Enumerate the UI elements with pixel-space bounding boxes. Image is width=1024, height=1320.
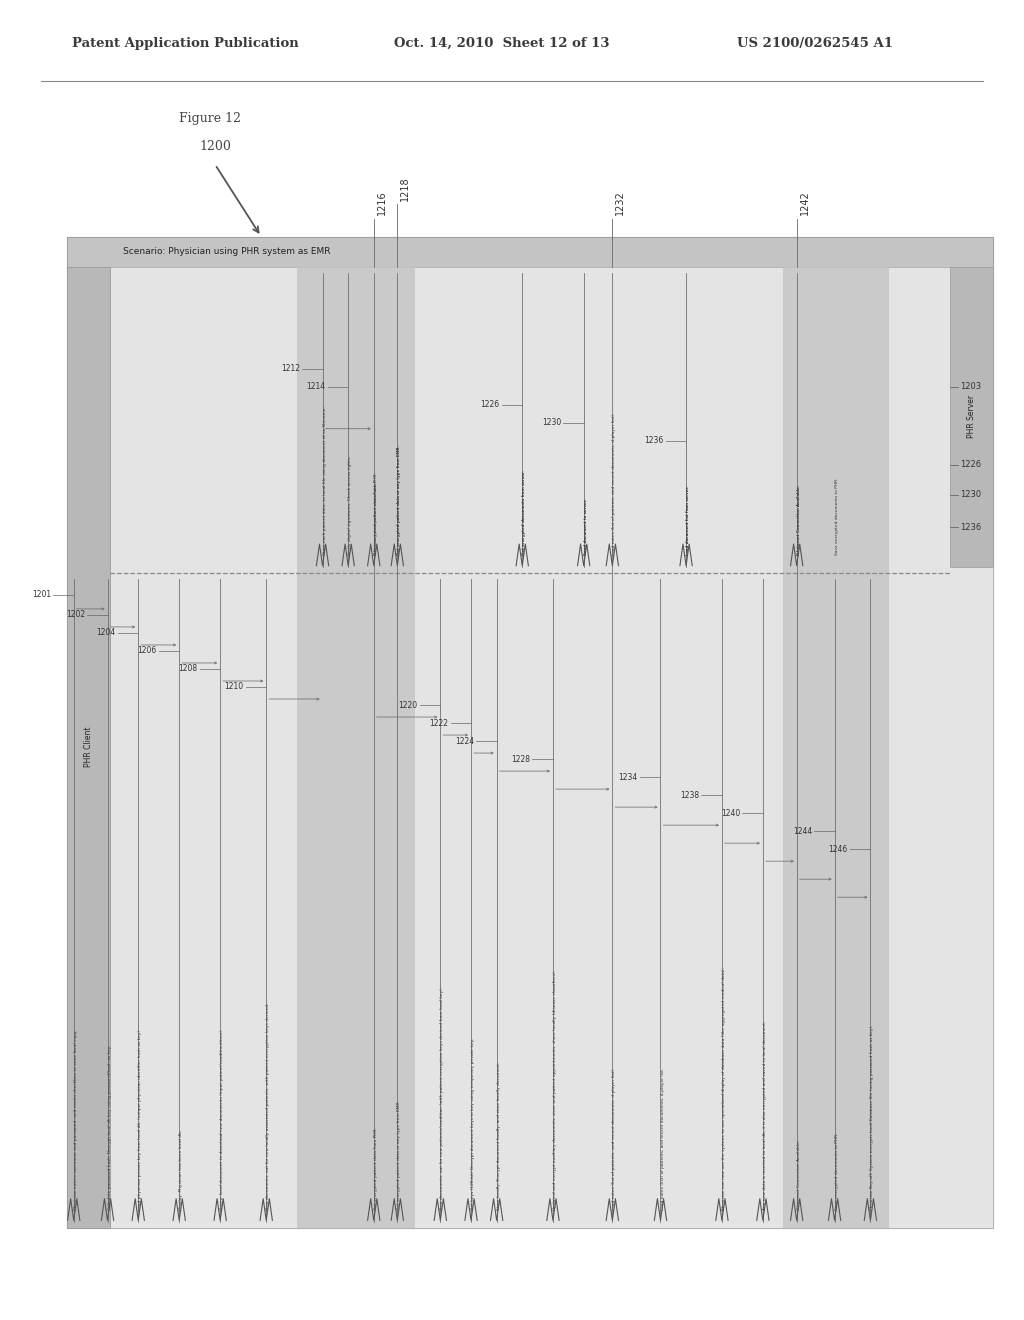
Text: Get encrypted patient data from PHR.: Get encrypted patient data from PHR. bbox=[374, 1127, 378, 1209]
Text: 1202: 1202 bbox=[66, 610, 85, 619]
Text: If Internet Connection Available:: If Internet Connection Available: bbox=[797, 484, 801, 554]
Text: Display: Physician has been local db.: Display: Physician has been local db. bbox=[179, 1130, 183, 1209]
Text: If Internet Connection Available:: If Internet Connection Available: bbox=[797, 484, 801, 554]
Text: 1200: 1200 bbox=[200, 140, 231, 153]
Text: Get encrypted patient data or any type from EMR.: Get encrypted patient data or any type f… bbox=[397, 1100, 401, 1209]
Text: Get encrypted documents from server.: Get encrypted documents from server. bbox=[522, 470, 526, 554]
Text: 1210: 1210 bbox=[224, 682, 244, 692]
Text: 1236: 1236 bbox=[961, 523, 982, 532]
Text: Send document to server.: Send document to server. bbox=[584, 499, 588, 554]
Text: Physician Key-off: System encrypts local Database file (using password hash as k: Physician Key-off: System encrypts local… bbox=[870, 1024, 874, 1209]
Text: 1232: 1232 bbox=[615, 190, 626, 215]
Text: US 2100/0262545 A1: US 2100/0262545 A1 bbox=[737, 37, 893, 50]
Text: Save encrypted documents to PHR.: Save encrypted documents to PHR. bbox=[835, 1133, 839, 1209]
Text: Figure 12: Figure 12 bbox=[179, 112, 242, 125]
Text: Load physician private key from local db. (unique physician identifier hash as k: Load physician private key from local db… bbox=[138, 1030, 142, 1209]
Text: 1218: 1218 bbox=[400, 176, 411, 201]
Bar bbox=[67, 236, 993, 1228]
Text: Load notes (list of patients, and recent documents, d-player list).: Load notes (list of patients, and recent… bbox=[612, 1068, 616, 1209]
Text: PHR Client: PHR Client bbox=[84, 727, 92, 767]
Text: 1226: 1226 bbox=[961, 461, 982, 470]
Text: PHR Server: PHR Server bbox=[968, 395, 976, 438]
Bar bbox=[783, 267, 889, 1228]
Text: If Internet Connection Available:: If Internet Connection Available: bbox=[797, 1139, 801, 1209]
Text: 1216: 1216 bbox=[377, 190, 387, 215]
Text: Get encrypted patient data or any type from EMR.: Get encrypted patient data or any type f… bbox=[397, 445, 401, 554]
Text: 1230: 1230 bbox=[542, 418, 561, 428]
Text: 1230: 1230 bbox=[961, 490, 982, 499]
Text: Save encrypted documents to PHR.: Save encrypted documents to PHR. bbox=[835, 478, 839, 554]
Text: Load notes (list) of patients, and recent documents, d-player list.: Load notes (list) of patients, and recen… bbox=[660, 1068, 665, 1209]
Text: Load document list from server.: Load document list from server. bbox=[686, 486, 690, 554]
Text: Physician can now use the system, to use specialized display of database data (l: Physician can now use the system, to use… bbox=[722, 966, 726, 1209]
Text: Get keys (128-bit) Decrypt document keys to key using temporary private key.: Get keys (128-bit) Decrypt document keys… bbox=[471, 1038, 475, 1209]
Text: 1220: 1220 bbox=[398, 701, 418, 710]
Text: 1214: 1214 bbox=[306, 383, 326, 391]
Text: Verify digital signatures. Check access rights.: Verify digital signatures. Check access … bbox=[348, 455, 352, 554]
Text: 1242: 1242 bbox=[800, 190, 810, 215]
Text: Any new data is inserted to local db, it is also encrypted and saved to local do: Any new data is inserted to local db, it… bbox=[763, 1020, 767, 1209]
Bar bbox=[950, 267, 993, 566]
Bar bbox=[297, 267, 415, 1228]
Text: Get encrypted patient data from PHR.: Get encrypted patient data from PHR. bbox=[374, 473, 378, 554]
Text: New documents, out for new patients/condition (with patient-encryption keys deri: New documents, out for new patients/cond… bbox=[440, 986, 444, 1209]
Text: 1201: 1201 bbox=[32, 590, 51, 599]
Text: If Internet connection is available.: If Internet connection is available. bbox=[374, 480, 378, 554]
Text: 1204: 1204 bbox=[96, 628, 116, 638]
Text: 1206: 1206 bbox=[137, 647, 157, 656]
Text: Query: local document to download new documents (input patient/condition/time).: Query: local document to download new do… bbox=[220, 1028, 224, 1209]
Text: Physician enters username and password, and marks checkbox to store local copy.: Physician enters username and password, … bbox=[74, 1030, 78, 1209]
Text: 1240: 1240 bbox=[721, 809, 740, 817]
Text: Oct. 14, 2010  Sheet 12 of 13: Oct. 14, 2010 Sheet 12 of 13 bbox=[394, 37, 609, 50]
Text: Get encrypted patient data or any type from EMR.: Get encrypted patient data or any type f… bbox=[397, 445, 401, 554]
Text: Load document list from server.: Load document list from server. bbox=[686, 486, 690, 554]
Text: 1238: 1238 bbox=[680, 791, 699, 800]
Text: Scenario: Physician using PHR system as EMR: Scenario: Physician using PHR system as … bbox=[123, 247, 331, 256]
Text: 1244: 1244 bbox=[793, 826, 812, 836]
Text: 1236: 1236 bbox=[644, 436, 664, 445]
Text: 1208: 1208 bbox=[178, 664, 198, 673]
Text: 1228: 1228 bbox=[511, 755, 530, 763]
Bar bbox=[67, 236, 993, 267]
Text: Store each patient data: to local file using document id as filename.: Store each patient data: to local file u… bbox=[323, 407, 327, 554]
Text: Calculate password hash. Decrypt local db key using password/hash as key.: Calculate password hash. Decrypt local d… bbox=[108, 1044, 112, 1209]
Text: Updated and encrypt auxiliary documents, store and patient appointments, share l: Updated and encrypt auxiliary documents,… bbox=[553, 969, 557, 1209]
Text: 1222: 1222 bbox=[429, 718, 449, 727]
Text: 1224: 1224 bbox=[455, 737, 474, 746]
Text: Send document to server.: Send document to server. bbox=[584, 499, 588, 554]
Text: Load notes (list of patients, and recent documents, d-player list).: Load notes (list of patients, and recent… bbox=[612, 413, 616, 554]
Bar bbox=[67, 267, 110, 1228]
Text: 1246: 1246 bbox=[828, 845, 848, 854]
Text: 1226: 1226 bbox=[480, 400, 500, 409]
Text: Store locally: Encrypt document locally, and store locally document.: Store locally: Encrypt document locally,… bbox=[497, 1061, 501, 1209]
Text: 1203: 1203 bbox=[961, 383, 982, 391]
Text: Get encrypted documents from server.: Get encrypted documents from server. bbox=[522, 470, 526, 554]
Text: New documents, out for new locally associated patients, with patient-encryption : New documents, out for new locally assoc… bbox=[266, 1002, 270, 1209]
Text: 1234: 1234 bbox=[618, 772, 638, 781]
Text: 1212: 1212 bbox=[281, 364, 300, 374]
Text: Patent Application Publication: Patent Application Publication bbox=[72, 37, 298, 50]
Bar bbox=[110, 267, 993, 1228]
